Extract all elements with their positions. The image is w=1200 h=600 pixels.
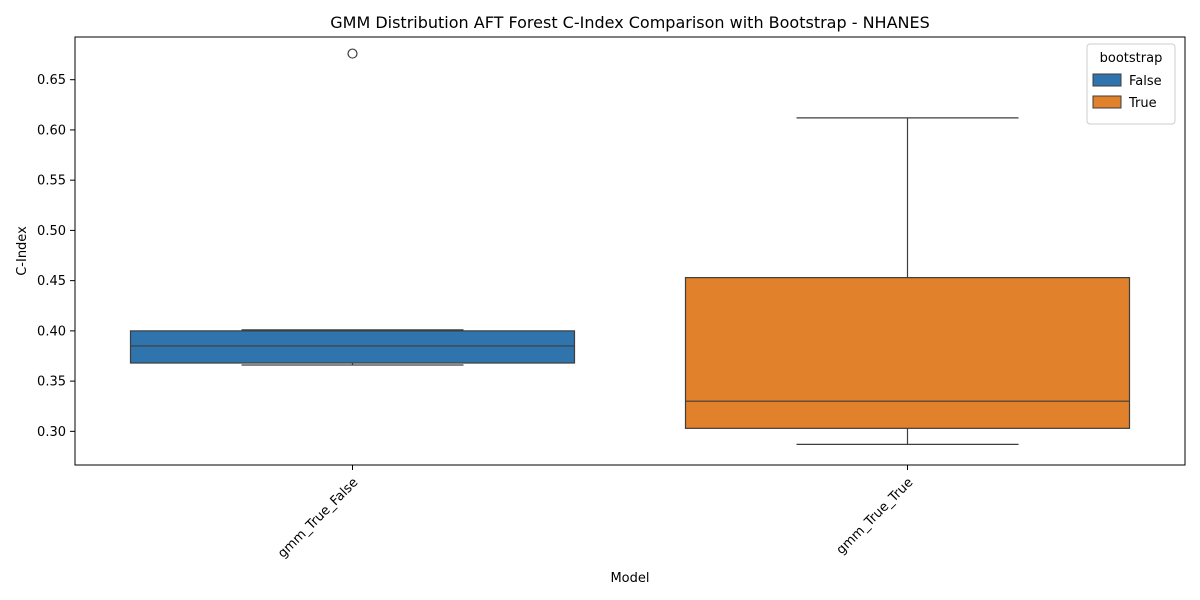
- x-tick-label: gmm_True_False: [275, 475, 361, 561]
- box-iqr[interactable]: [684, 277, 1131, 429]
- y-tick-label: 0.45: [37, 274, 66, 289]
- y-tick-label: 0.60: [37, 123, 66, 138]
- y-tick-label: 0.30: [37, 425, 66, 440]
- box-marks: [129, 48, 1131, 446]
- y-tick-label: 0.55: [37, 174, 66, 189]
- box-group-true[interactable]: [684, 117, 1131, 446]
- legend-swatch: [1092, 73, 1122, 87]
- x-axis-title: Model: [610, 571, 649, 586]
- outlier-point[interactable]: [347, 48, 358, 59]
- y-tick-label: 0.35: [37, 375, 66, 390]
- box-group-false[interactable]: [129, 48, 576, 366]
- legend[interactable]: bootstrap False True: [1086, 43, 1176, 125]
- legend-swatch: [1092, 95, 1122, 109]
- y-tick-label: 0.65: [37, 73, 66, 88]
- legend-title: bootstrap: [1100, 51, 1163, 66]
- chart-title: GMM Distribution AFT Forest C-Index Comp…: [330, 13, 930, 32]
- y-tick-label: 0.50: [37, 224, 66, 239]
- legend-label: False: [1129, 74, 1162, 89]
- y-tick-label: 0.40: [37, 324, 66, 339]
- x-tick-label: gmm_True_True: [834, 475, 917, 558]
- plot-frame: [74, 36, 1186, 466]
- legend-item-true[interactable]: True: [1092, 95, 1157, 111]
- y-axis-title: C-Index: [15, 226, 30, 276]
- legend-label: True: [1128, 96, 1157, 111]
- box-iqr[interactable]: [129, 330, 576, 364]
- legend-item-false[interactable]: False: [1092, 73, 1162, 89]
